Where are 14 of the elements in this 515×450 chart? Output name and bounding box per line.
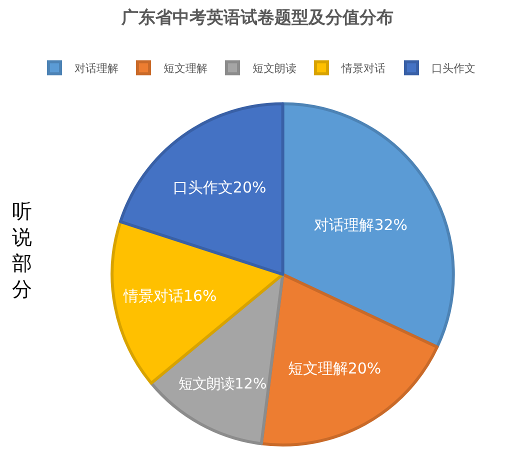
legend-label: 口头作文 (432, 62, 476, 76)
chart-title: 广东省中考英语试卷题型及分值分布 (120, 8, 394, 28)
data-label: 短文理解20% (288, 360, 382, 378)
data-label: 短文朗读12% (178, 376, 267, 392)
legend-label: 短文朗读 (252, 62, 296, 76)
text: 听说部分 (12, 199, 32, 301)
legend-label: 短文理解 (164, 62, 208, 76)
data-label: 口头作文20% (172, 178, 266, 196)
legend-label: 对话理解 (74, 62, 118, 76)
legend-label: 情景对话 (340, 62, 386, 76)
data-label: 情景对话16% (122, 286, 217, 305)
pie-slice (281, 102, 455, 349)
pie-slice (118, 102, 284, 276)
data-label: 对话理解32% (314, 216, 408, 234)
